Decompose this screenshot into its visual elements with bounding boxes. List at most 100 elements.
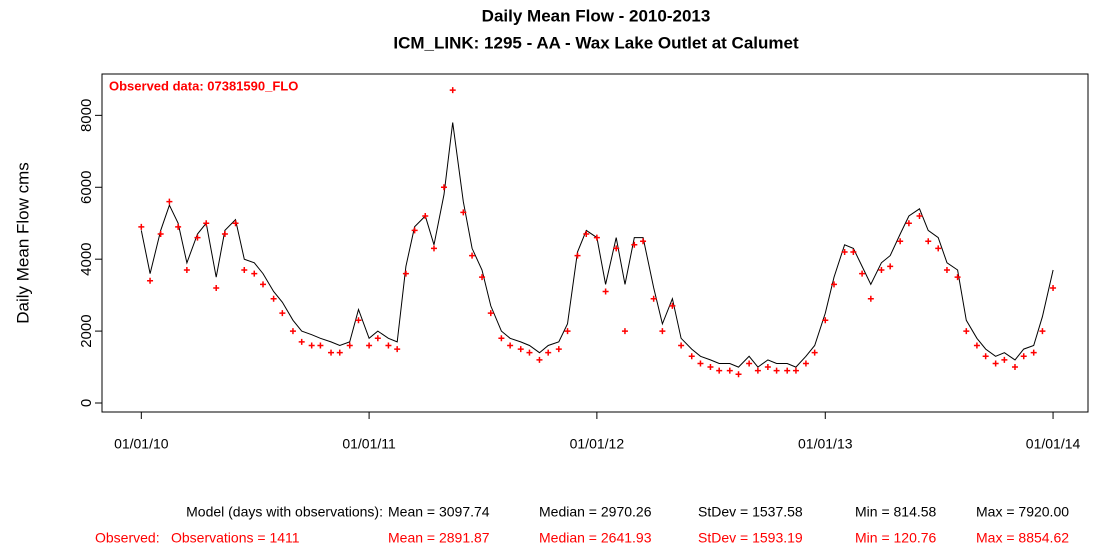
observed-point <box>1030 349 1037 356</box>
observed-point <box>203 220 210 227</box>
observed-point <box>422 213 429 220</box>
observed-point <box>792 367 799 374</box>
observed-point <box>583 231 590 238</box>
observed-point <box>536 356 543 363</box>
observed-point <box>545 349 552 356</box>
observed-point <box>621 328 628 335</box>
observed-point <box>213 284 220 291</box>
stats-item: Min = 120.76 <box>855 530 937 546</box>
observed-point <box>859 270 866 277</box>
observed-point <box>822 317 829 324</box>
observed-point <box>735 371 742 378</box>
observed-point <box>138 223 145 230</box>
observed-point <box>935 245 942 252</box>
observed-point <box>440 184 447 191</box>
stats-item: Median = 2641.93 <box>539 530 652 546</box>
stats-count: Observations = 1411 <box>171 530 300 546</box>
observed-point <box>507 342 514 349</box>
observed-point <box>905 220 912 227</box>
y-axis-label: Daily Mean Flow cms <box>13 162 32 324</box>
observed-point <box>878 266 885 273</box>
stats-item: Mean = 2891.87 <box>388 530 490 546</box>
observed-point <box>916 213 923 220</box>
observed-point <box>678 342 685 349</box>
stats-item: Mean = 3097.74 <box>388 504 490 520</box>
observed-point <box>963 328 970 335</box>
observed-point <box>784 367 791 374</box>
annotation: Observed data: 07381590_FLO <box>109 78 298 93</box>
observed-point <box>157 231 164 238</box>
x-tick-label: 01/01/11 <box>342 436 396 452</box>
stats-item: Min = 814.58 <box>855 504 937 520</box>
stats-label: Observed: <box>95 530 160 546</box>
observed-point <box>355 317 362 324</box>
observed-point <box>526 349 533 356</box>
observed-point <box>992 360 999 367</box>
observed-point <box>449 87 456 94</box>
y-tick-label: 8000 <box>78 99 95 132</box>
observed-point <box>298 338 305 345</box>
observed-point <box>650 295 657 302</box>
observed-point <box>943 266 950 273</box>
observed-point <box>887 263 894 270</box>
observed-point <box>688 353 695 360</box>
observed-point <box>498 335 505 342</box>
observed-point <box>867 295 874 302</box>
stats-item: StDev = 1593.19 <box>698 530 803 546</box>
observed-point <box>716 367 723 374</box>
observed-point <box>374 335 381 342</box>
observed-point <box>669 302 676 309</box>
observed-point <box>175 223 182 230</box>
observed-point <box>640 238 647 245</box>
observed-point <box>479 274 486 281</box>
observed-point <box>241 266 248 273</box>
observed-point <box>402 270 409 277</box>
x-tick-label: 01/01/13 <box>798 436 853 452</box>
observed-point <box>613 245 620 252</box>
y-tick-label: 6000 <box>78 171 95 204</box>
observed-point <box>1039 328 1046 335</box>
observed-point <box>411 227 418 234</box>
observed-point <box>1020 353 1027 360</box>
observed-point <box>602 288 609 295</box>
observed-point <box>194 234 201 241</box>
observed-point <box>564 328 571 335</box>
observed-point <box>746 360 753 367</box>
observed-point <box>764 364 771 371</box>
stats-item: Max = 8854.62 <box>976 530 1069 546</box>
y-tick-label: 4000 <box>78 242 95 275</box>
stats-item: Median = 2970.26 <box>539 504 652 520</box>
observed-point <box>328 349 335 356</box>
y-tick-label: 0 <box>78 399 95 407</box>
observed-point <box>1050 284 1057 291</box>
observed-point <box>773 367 780 374</box>
observed-point <box>659 328 666 335</box>
x-tick-label: 01/01/12 <box>570 436 625 452</box>
observed-point <box>183 266 190 273</box>
chart-subtitle: ICM_LINK: 1295 - AA - Wax Lake Outlet at… <box>393 33 799 52</box>
observed-point <box>707 364 714 371</box>
y-tick-label: 2000 <box>78 314 95 347</box>
observed-point <box>697 360 704 367</box>
observed-point <box>631 241 638 248</box>
observed-point <box>802 360 809 367</box>
observed-point <box>289 328 296 335</box>
observed-point <box>279 310 286 317</box>
stats-item: Max = 7920.00 <box>976 504 1069 520</box>
observed-point <box>487 310 494 317</box>
observed-point <box>232 220 239 227</box>
observed-point <box>430 245 437 252</box>
observed-point <box>270 295 277 302</box>
observed-point <box>366 342 373 349</box>
observed-point <box>897 238 904 245</box>
observed-point <box>166 198 173 205</box>
observed-point <box>555 346 562 353</box>
chart-title: Daily Mean Flow - 2010-2013 <box>482 6 711 25</box>
model-line <box>140 122 1054 368</box>
observed-point <box>251 270 258 277</box>
observed-point <box>1011 364 1018 371</box>
observed-point <box>593 234 600 241</box>
observed-point <box>394 346 401 353</box>
observed-point <box>346 342 353 349</box>
